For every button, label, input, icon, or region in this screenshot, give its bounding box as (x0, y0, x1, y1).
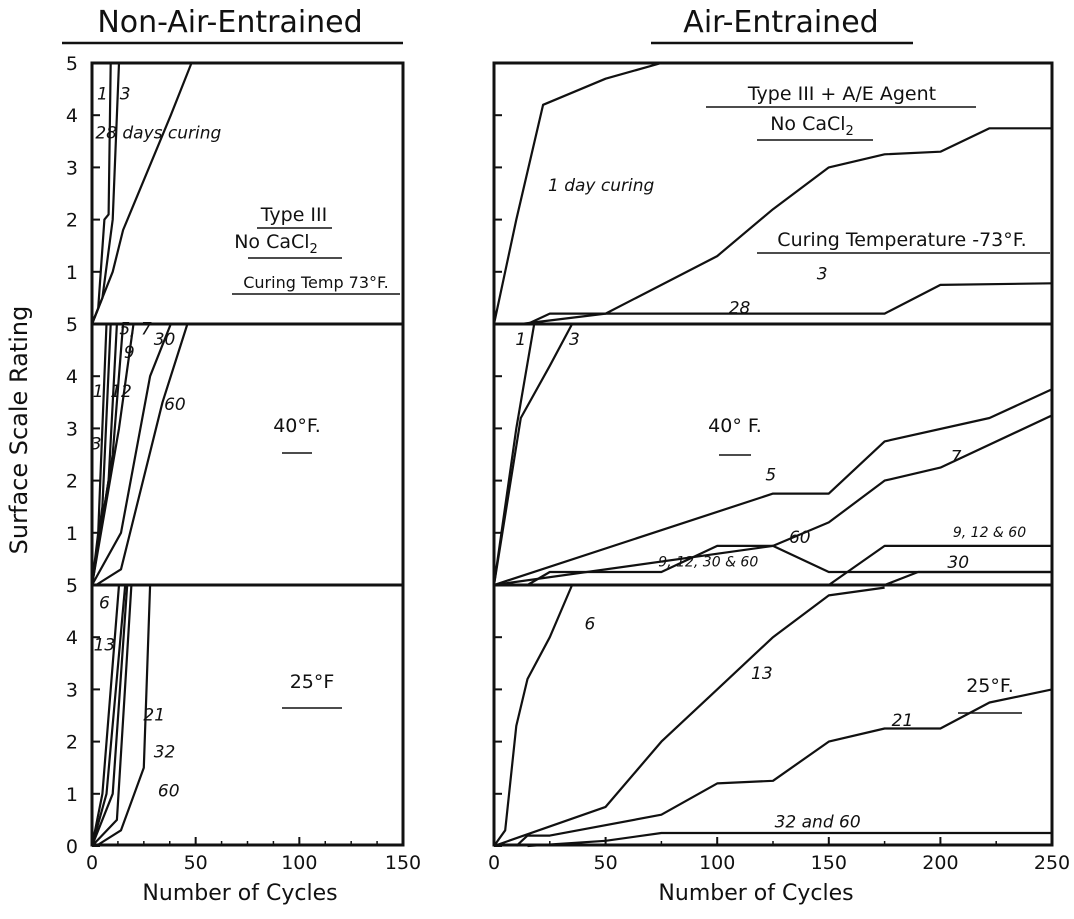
right-x-tick-label: 250 (1034, 852, 1070, 874)
right-curve-label: 1 day curing (548, 176, 655, 196)
right-x-axis-label: Number of Cycles (658, 881, 853, 906)
left-panel-label: 40°F. (273, 415, 321, 437)
left-y-tick-label: 4 (66, 366, 78, 388)
right-curve-label: 6 (585, 614, 596, 634)
left-curve-label: 32 (154, 742, 176, 762)
right-curve-label: 60 (789, 528, 811, 548)
left-curve-label: 6 (99, 593, 110, 613)
left-y-tick-label: 5 (66, 53, 78, 75)
right-series-5 (493, 388, 1053, 587)
right-series-13 (493, 586, 885, 848)
left-note-cacl: No CaCl2 (234, 231, 318, 257)
left-curve-label: 9 (124, 343, 135, 363)
right-panel-notes: Type III + A/E Agent No CaCl2 Curing Tem… (706, 83, 1050, 254)
left-y-tick-label: 1 (66, 523, 78, 545)
right-series-32-and-60 (527, 831, 1052, 848)
left-x-axis-label: Number of Cycles (142, 881, 337, 906)
right-curve-label: 30 (947, 553, 969, 573)
left-curve-label: 12 (110, 382, 132, 402)
left-y-tick-label: 0 (66, 836, 78, 858)
right-curve-label: 9, 12, 30 & 60 (658, 555, 758, 571)
left-curve-label: 1 (97, 85, 108, 105)
left-series-28-days-curing (90, 62, 193, 325)
right-x-tick-label: 150 (811, 852, 847, 874)
left-note-temp: Curing Temp 73°F. (243, 273, 389, 292)
left-curve-label: 5, 7 (119, 319, 152, 339)
left-series-21 (90, 584, 129, 847)
right-curve-label: 21 (892, 711, 914, 731)
left-x-tick-label: 0 (86, 852, 98, 874)
left-series-60 (95, 323, 189, 586)
right-title: Air-Entrained (683, 5, 878, 40)
right-note-type: Type III + A/E Agent (747, 83, 936, 105)
left-y-tick-label: 5 (66, 575, 78, 597)
left-y-tick-label: 3 (66, 679, 78, 701)
right-curve-label: 3 (569, 330, 580, 350)
left-curve-label: 3 (120, 85, 131, 105)
right-curve-label: 3 (817, 265, 828, 285)
right-x-tick-label: 100 (699, 852, 735, 874)
right-curve-label: 1 (515, 330, 526, 350)
left-y-tick-label: 1 (66, 262, 78, 284)
right-series-1-day-curing (492, 61, 662, 325)
left-plot-frame (90, 61, 405, 847)
left-panel-label: 25°F (290, 671, 335, 693)
left-curve-label: 30 (154, 330, 176, 350)
left-y-tick-label: 5 (66, 314, 78, 336)
right-panel-label: 40° F. (708, 415, 762, 437)
right-curve-label: 9, 12 & 60 (953, 525, 1026, 541)
left-y-tick-label: 2 (66, 210, 78, 232)
right-series-9-12-60 (828, 544, 1052, 586)
left-series-32 (91, 584, 133, 847)
left-series-6 (90, 584, 121, 847)
left-series-60 (95, 584, 152, 847)
right-note-temp: Curing Temperature -73°F. (777, 229, 1026, 251)
left-y-tick-label: 4 (66, 105, 78, 127)
left-y-tick-label: 4 (66, 627, 78, 649)
left-x-tick-label: 100 (281, 852, 317, 874)
right-curve-label: 13 (751, 664, 773, 684)
right-curve-label: 7 (951, 447, 962, 467)
left-y-tick-label: 3 (66, 418, 78, 440)
right-series-28 (527, 282, 1053, 325)
right-series-6 (493, 584, 574, 847)
left-y-tick-label: 2 (66, 732, 78, 754)
y-axis-label: Surface Scale Rating (5, 306, 33, 555)
left-y-tick-label: 3 (66, 157, 78, 179)
left-y-tick-label: 1 (66, 784, 78, 806)
left-y-tick-label: 2 (66, 471, 78, 493)
left-curve-label: 21 (143, 706, 165, 726)
right-series-30 (884, 570, 1052, 587)
right-note-cacl: No CaCl2 (770, 113, 854, 139)
left-curve-label: 60 (158, 781, 180, 801)
left-curve-label: 1 (93, 382, 104, 402)
left-x-tick-label: 50 (184, 852, 208, 874)
left-series-5-7 (90, 323, 135, 586)
left-curve-label: 60 (164, 395, 186, 415)
right-series-3 (492, 323, 574, 586)
left-series-13 (90, 584, 127, 847)
right-curve-label: 28 (729, 299, 751, 319)
right-curve-label: 5 (765, 466, 776, 486)
left-curve-label: 13 (94, 635, 116, 655)
right-series-21 (515, 688, 1053, 847)
right-series-3 (520, 127, 1052, 326)
right-panel-label: 25°F. (966, 675, 1014, 697)
left-curve-label: 28 days curing (95, 124, 221, 144)
left-panel-notes: Type III No CaCl2 Curing Temp 73°F. (232, 204, 400, 295)
right-curve-label: 32 and 60 (775, 813, 861, 833)
right-series-7 (493, 414, 1053, 587)
right-x-tick-label: 200 (922, 852, 958, 874)
left-curve-label: 3 (91, 434, 102, 454)
left-series-30 (91, 323, 172, 586)
right-series-9-12-30-60 (526, 544, 1052, 586)
right-x-tick-label: 50 (594, 852, 618, 874)
left-note-type: Type III (260, 204, 328, 226)
left-title: Non-Air-Entrained (97, 5, 362, 40)
right-x-tick-label: 0 (488, 852, 500, 874)
left-x-tick-label: 150 (385, 852, 421, 874)
